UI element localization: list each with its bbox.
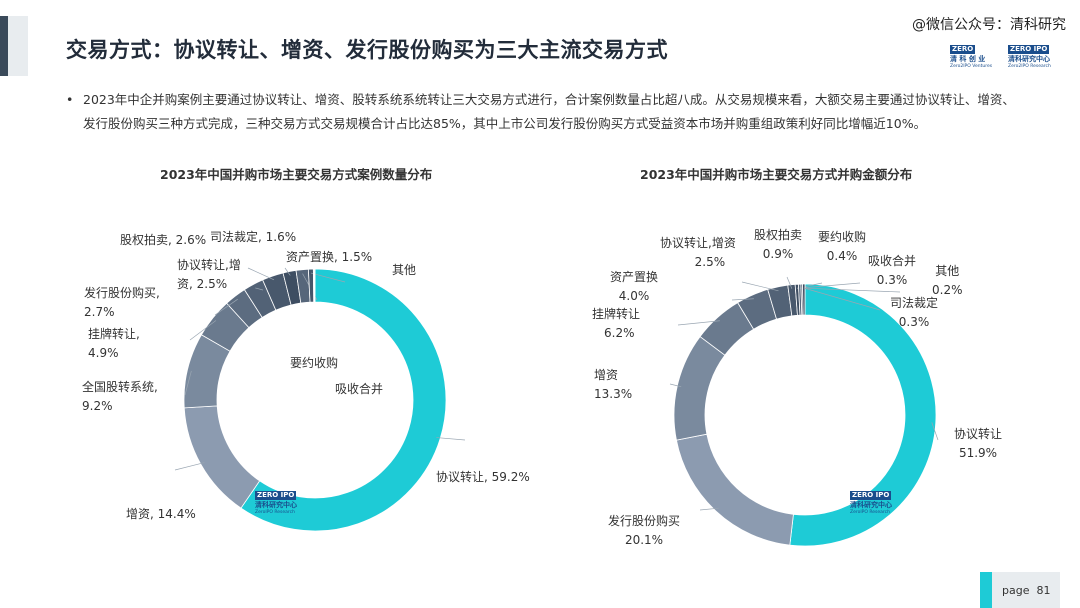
chart-watermark-right: ZERO IPO 清科研究中心 ZeroIPO Research — [850, 491, 892, 515]
bullet-dot: • — [66, 92, 74, 107]
donut-slice-0-1 — [183, 405, 261, 509]
donut-slice-1-1 — [675, 433, 794, 546]
label-neeq: 全国股转系统, 9.2% — [82, 380, 158, 413]
leader-line-0-3 — [189, 320, 217, 341]
leader-line-1-3 — [677, 320, 720, 326]
donut-slice-0-11 — [313, 268, 316, 303]
label-r-agreement-capital: 协议转让,增资 2.5% — [660, 236, 736, 269]
label-r-share-issuance: 发行股份购买 20.1% — [608, 514, 681, 547]
page-number: page 81 — [1002, 584, 1051, 597]
leader-line-0-1 — [174, 462, 205, 471]
header-accent-panel — [8, 16, 28, 76]
leader-line-1-1 — [699, 507, 719, 511]
leader-line-0-5 — [255, 287, 264, 291]
leader-line-0-6 — [247, 267, 275, 281]
label-agreement-capital: 协议转让,增 资, 2.5% — [177, 258, 241, 291]
page-footer — [980, 572, 1060, 608]
label-r-other: 其他 0.2% — [932, 264, 963, 297]
header-logos: ZERO 清 科 创 业 Zero2IPO Ventures ZERO IPO … — [950, 36, 1062, 69]
label-r-listing: 挂牌转让 6.2% — [592, 307, 641, 340]
label-r-judicial: 司法裁定 0.3% — [890, 296, 939, 329]
label-tender-offer: 要约收购 — [290, 356, 339, 370]
label-share-issuance: 发行股份购买, 2.7% — [84, 286, 160, 319]
label-r-agreement: 协议转让 51.9% — [954, 427, 1003, 460]
label-r-absorption: 吸收合并 0.3% — [868, 254, 917, 287]
summary-text: 2023年中企并购案例主要通过协议转让、增资、股转系统系统转让三大交易方式进行，… — [83, 92, 1015, 131]
leader-line-1-2 — [669, 383, 682, 388]
leader-line-0-2 — [184, 370, 192, 396]
logo-research: ZERO IPO 清科研究中心 Zero2IPO Research — [1008, 45, 1051, 69]
label-agreement-transfer: 协议转让, 59.2% — [436, 470, 530, 484]
leader-line-1-0 — [931, 422, 939, 441]
label-other: 其他 — [392, 263, 417, 277]
label-judicial: 司法裁定, 1.6% — [210, 230, 297, 244]
donut-slice-0-0 — [240, 268, 447, 532]
leader-line-0-9 — [310, 272, 346, 283]
donut-slice-1-10 — [802, 283, 806, 316]
donut-slice-1-2 — [673, 336, 726, 441]
label-capital-increase: 增资, 14.4% — [126, 507, 196, 521]
label-listing-transfer: 挂牌转让, 4.9% — [88, 327, 140, 360]
leader-line-1-6 — [786, 276, 793, 289]
chart-title-count: 2023年中国并购市场主要交易方式案例数量分布 — [160, 167, 433, 182]
page-footer-accent — [980, 572, 992, 608]
chart-title-amount: 2023年中国并购市场主要交易方式并购金额分布 — [640, 167, 913, 182]
wechat-watermark: @微信公众号：清科研究 — [912, 17, 1066, 33]
logo-ventures: ZERO 清 科 创 业 Zero2IPO Ventures — [950, 45, 993, 69]
donut-slice-1-0 — [789, 283, 937, 547]
label-asset-swap: 资产置换, 1.5% — [286, 250, 373, 264]
chart-watermark-left: ZERO IPO 清科研究中心 ZeroIPO Research — [255, 491, 297, 515]
label-equity-auction: 股权拍卖, 2.6% — [120, 233, 207, 247]
label-r-asset-swap: 资产置换 4.0% — [610, 270, 659, 303]
label-r-equity-auction: 股权拍卖 0.9% — [754, 228, 803, 261]
leader-line-1-5 — [741, 281, 779, 292]
leader-line-1-8 — [799, 282, 861, 289]
header-accent-bar — [0, 16, 8, 76]
label-absorption-merger: 吸收合并 — [335, 382, 384, 396]
page-title: 交易方式：协议转让、增资、发行股份购买为三大主流交易方式 — [66, 38, 668, 62]
leader-line-0-0 — [436, 437, 466, 441]
leader-line-0-7 — [284, 267, 291, 276]
label-r-tender-offer: 要约收购 0.4% — [818, 230, 867, 263]
leader-line-0-4 — [214, 298, 238, 316]
leader-line-1-10 — [803, 287, 881, 311]
leader-line-1-9 — [801, 287, 901, 293]
summary-bullet: • 2023年中企并购案例主要通过协议转让、增资、股转系统系统转让三大交易方式进… — [66, 88, 1026, 136]
label-r-capital: 增资 13.3% — [594, 368, 633, 401]
leader-line-1-4 — [731, 298, 754, 301]
